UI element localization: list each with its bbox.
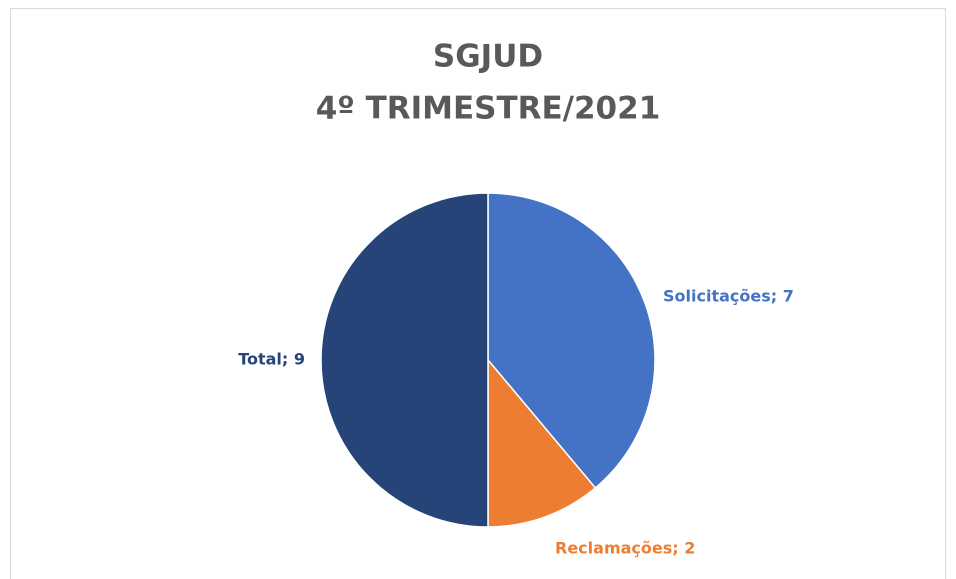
chart-subtitle: 4º TRIMESTRE/2021	[316, 91, 661, 127]
data-label: Total; 9	[238, 350, 305, 369]
chart-border	[10, 8, 946, 579]
pie-slice	[320, 192, 489, 528]
pie-slice	[487, 192, 656, 489]
data-label: Solicitações; 7	[663, 287, 794, 306]
pie-slice	[487, 357, 597, 528]
data-label: Reclamações; 2	[555, 539, 695, 558]
chart-title: SGJUD	[433, 39, 543, 75]
